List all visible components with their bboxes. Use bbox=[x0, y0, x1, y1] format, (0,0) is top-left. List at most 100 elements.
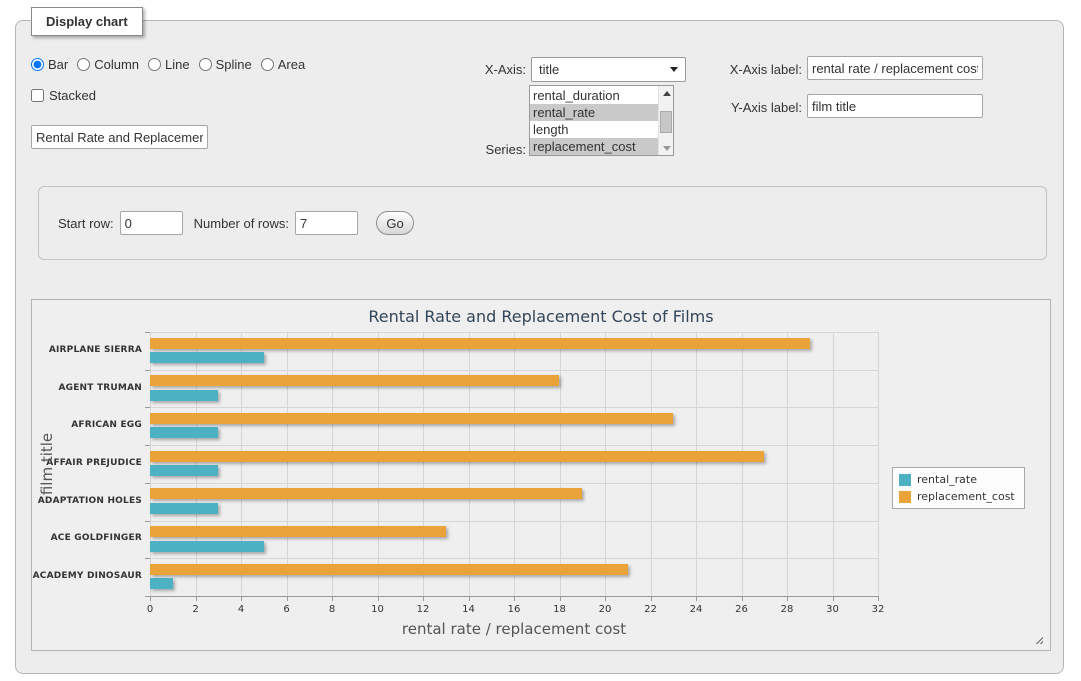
num-rows-label: Number of rows: bbox=[194, 216, 289, 231]
chart-type-label: Line bbox=[165, 57, 190, 72]
legend-item-rental-rate[interactable]: rental_rate bbox=[899, 473, 1015, 486]
scrollbar-thumb[interactable] bbox=[660, 111, 672, 133]
chart-type-radio-bar[interactable] bbox=[31, 58, 44, 71]
y-tick bbox=[145, 558, 150, 559]
bar-rental-rate bbox=[150, 352, 264, 363]
display-chart-panel: Display chart BarColumnLineSplineArea St… bbox=[15, 20, 1064, 674]
x-axis-label-input[interactable] bbox=[807, 56, 983, 80]
category-label: AFRICAN EGG bbox=[32, 420, 142, 430]
x-tick-label: 0 bbox=[147, 604, 153, 615]
num-rows-input[interactable] bbox=[295, 211, 358, 235]
x-axis-line bbox=[150, 596, 878, 597]
chart-type-area[interactable]: Area bbox=[261, 57, 305, 72]
rental-rate-swatch-icon bbox=[899, 474, 911, 486]
chart-type-label: Spline bbox=[216, 57, 252, 72]
x-axis-select-value: title bbox=[539, 62, 559, 77]
chart-type-line[interactable]: Line bbox=[148, 57, 190, 72]
x-tick-label: 2 bbox=[192, 604, 198, 615]
x-tick-label: 10 bbox=[371, 604, 384, 615]
gridline-x bbox=[560, 332, 561, 596]
series-scrollbar[interactable] bbox=[658, 86, 673, 155]
chart-type-label: Column bbox=[94, 57, 139, 72]
y-tick bbox=[145, 370, 150, 371]
y-tick bbox=[145, 445, 150, 446]
series-option-length[interactable]: length bbox=[530, 121, 658, 138]
bar-rental-rate bbox=[150, 541, 264, 552]
chart-type-radio-column[interactable] bbox=[77, 58, 90, 71]
x-tick-label: 6 bbox=[283, 604, 289, 615]
x-axis-select[interactable]: title bbox=[531, 57, 686, 82]
bar-replacement-cost bbox=[150, 564, 628, 575]
x-tick-label: 16 bbox=[508, 604, 521, 615]
gridline-x bbox=[514, 332, 515, 596]
go-button[interactable]: Go bbox=[376, 211, 414, 235]
gridline-y bbox=[150, 407, 878, 408]
x-tick-label: 4 bbox=[238, 604, 244, 615]
x-tick-label: 14 bbox=[462, 604, 475, 615]
bar-replacement-cost bbox=[150, 526, 446, 537]
bar-replacement-cost bbox=[150, 338, 810, 349]
x-tick-label: 24 bbox=[690, 604, 703, 615]
gridline-x bbox=[196, 332, 197, 596]
bar-rental-rate bbox=[150, 465, 218, 476]
chart-title: Rental Rate and Replacement Cost of Film… bbox=[32, 307, 1050, 326]
category-label: ADAPTATION HOLES bbox=[32, 496, 142, 506]
x-tick-label: 22 bbox=[644, 604, 657, 615]
x-tick-label: 28 bbox=[781, 604, 794, 615]
chevron-down-icon bbox=[670, 67, 678, 72]
gridline-x bbox=[150, 332, 151, 596]
chart-type-radio-line[interactable] bbox=[148, 58, 161, 71]
chart-type-radio-area[interactable] bbox=[261, 58, 274, 71]
gridline-x bbox=[605, 332, 606, 596]
y-tick bbox=[145, 483, 150, 484]
stacked-checkbox-row[interactable]: Stacked bbox=[31, 88, 96, 103]
gridline-x bbox=[332, 332, 333, 596]
bar-rental-rate bbox=[150, 390, 218, 401]
bar-rental-rate bbox=[150, 427, 218, 438]
start-row-label: Start row: bbox=[58, 216, 114, 231]
bar-replacement-cost bbox=[150, 413, 673, 424]
gridline-y bbox=[150, 521, 878, 522]
x-tick-label: 12 bbox=[417, 604, 430, 615]
bar-rental-rate bbox=[150, 578, 173, 589]
gridline-x bbox=[878, 332, 879, 596]
gridline-y bbox=[150, 558, 878, 559]
x-tick-label: 8 bbox=[329, 604, 335, 615]
series-option-replacement_cost[interactable]: replacement_cost bbox=[530, 138, 658, 155]
series-option-rental_duration[interactable]: rental_duration bbox=[530, 87, 658, 104]
start-row-input[interactable] bbox=[120, 211, 183, 235]
bar-replacement-cost bbox=[150, 451, 764, 462]
scroll-up-icon[interactable] bbox=[659, 86, 674, 100]
y-tick bbox=[145, 521, 150, 522]
stacked-checkbox[interactable] bbox=[31, 89, 44, 102]
gridline-x bbox=[378, 332, 379, 596]
resize-handle[interactable] bbox=[1033, 634, 1043, 644]
series-option-rental_rate[interactable]: rental_rate bbox=[530, 104, 658, 121]
legend-label: rental_rate bbox=[917, 473, 977, 486]
category-label: ACADEMY DINOSAUR bbox=[32, 571, 142, 581]
legend-item-replacement-cost[interactable]: replacement_cost bbox=[899, 490, 1015, 503]
series-listbox[interactable]: rental_durationrental_ratelengthreplacem… bbox=[529, 85, 674, 156]
chart-type-label: Bar bbox=[48, 57, 68, 72]
chart-type-bar[interactable]: Bar bbox=[31, 57, 68, 72]
y-axis-label-input[interactable] bbox=[807, 94, 983, 118]
chart-legend: rental_rate replacement_cost bbox=[892, 467, 1025, 509]
gridline-x bbox=[833, 332, 834, 596]
category-label: AGENT TRUMAN bbox=[32, 383, 142, 393]
x-tick-label: 20 bbox=[599, 604, 612, 615]
chart-type-spline[interactable]: Spline bbox=[199, 57, 252, 72]
gridline-x bbox=[241, 332, 242, 596]
chart-type-radios: Bar Column Line Spline Area bbox=[31, 57, 314, 72]
gridline-x bbox=[696, 332, 697, 596]
y-tick bbox=[145, 332, 150, 333]
scroll-down-icon[interactable] bbox=[659, 141, 674, 155]
gridline-x bbox=[742, 332, 743, 596]
x-tick-label: 18 bbox=[553, 604, 566, 615]
chart-type-column[interactable]: Column bbox=[77, 57, 139, 72]
gridline-x bbox=[287, 332, 288, 596]
chart-type-radio-spline[interactable] bbox=[199, 58, 212, 71]
category-label: AIRPLANE SIERRA bbox=[32, 345, 142, 355]
rows-control-box: Start row: Number of rows: Go bbox=[38, 186, 1047, 260]
chart-title-input[interactable] bbox=[31, 125, 208, 149]
gridline-y bbox=[150, 483, 878, 484]
